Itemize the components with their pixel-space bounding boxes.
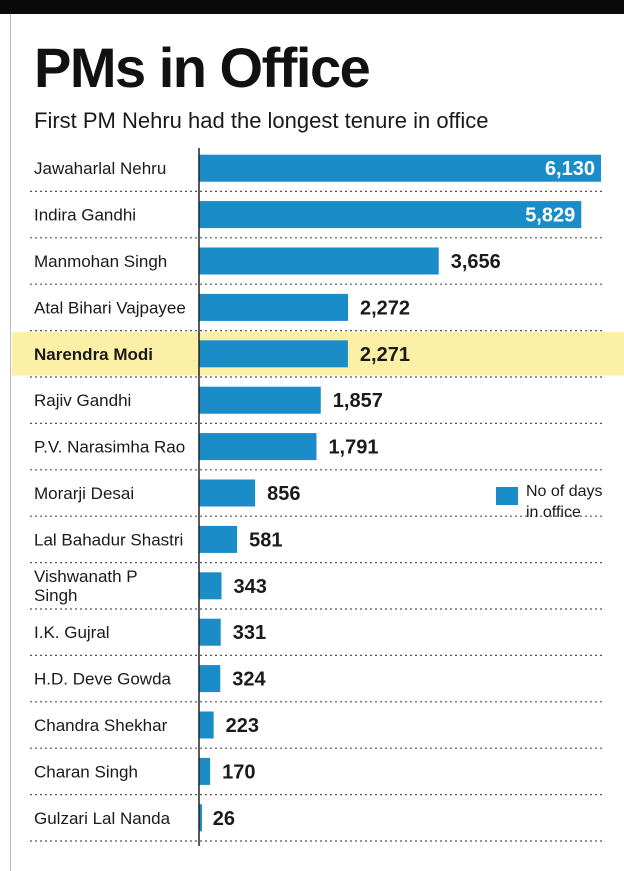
bar	[199, 433, 317, 461]
bar	[199, 618, 221, 646]
category-label: Morarji Desai	[34, 484, 134, 503]
value-label: 331	[233, 622, 266, 644]
value-label: 2,272	[360, 297, 410, 319]
legend: No of days in office	[496, 481, 606, 545]
bar	[199, 386, 321, 414]
value-label: 5,829	[525, 205, 575, 227]
category-label: H.D. Deve Gowda	[34, 670, 172, 689]
top-bar	[0, 0, 624, 14]
bar	[199, 757, 211, 785]
value-label: 26	[213, 808, 235, 830]
value-label: 3,656	[451, 251, 501, 273]
value-label: 856	[267, 483, 300, 505]
value-label: 343	[233, 576, 266, 598]
category-label: Gulzari Lal Nanda	[34, 809, 171, 828]
bar	[199, 201, 582, 229]
category-label: Narendra Modi	[34, 345, 153, 364]
category-label: Lal Bahadur Shastri	[34, 530, 183, 549]
bar	[199, 665, 221, 693]
value-label: 1,791	[328, 437, 378, 459]
bar	[199, 293, 348, 321]
category-label: Jawaharlal Nehru	[34, 159, 166, 178]
value-label: 2,271	[360, 344, 410, 366]
bar	[199, 525, 238, 553]
bar	[199, 154, 601, 182]
bar	[199, 247, 439, 275]
bar	[199, 572, 222, 600]
chart-subtitle: First PM Nehru had the longest tenure in…	[34, 108, 489, 133]
value-label: 223	[226, 715, 259, 737]
category-label: I.K. Gujral	[34, 623, 110, 642]
category-label: P.V. Narasimha Rao	[34, 438, 185, 457]
value-label: 170	[222, 761, 255, 783]
category-label: Indira Gandhi	[34, 206, 136, 225]
chart-title: PMs in Office	[34, 36, 371, 99]
bar	[199, 804, 202, 832]
value-label: 6,130	[545, 158, 595, 180]
category-label: Atal Bihari Vajpayee	[34, 298, 186, 317]
category-label: Charan Singh	[34, 762, 138, 781]
legend-swatch	[496, 487, 518, 505]
category-label: Vishwanath P Singh	[34, 567, 138, 605]
bar	[199, 479, 256, 507]
bar	[199, 711, 214, 739]
left-rule	[10, 14, 11, 871]
category-label: Chandra Shekhar	[34, 716, 168, 735]
legend-label: No of days in office	[526, 483, 603, 521]
category-label: Rajiv Gandhi	[34, 391, 131, 410]
bar	[199, 340, 348, 368]
value-label: 1,857	[333, 390, 383, 412]
category-label: Manmohan Singh	[34, 252, 167, 271]
value-label: 324	[232, 669, 266, 691]
value-label: 581	[249, 529, 282, 551]
